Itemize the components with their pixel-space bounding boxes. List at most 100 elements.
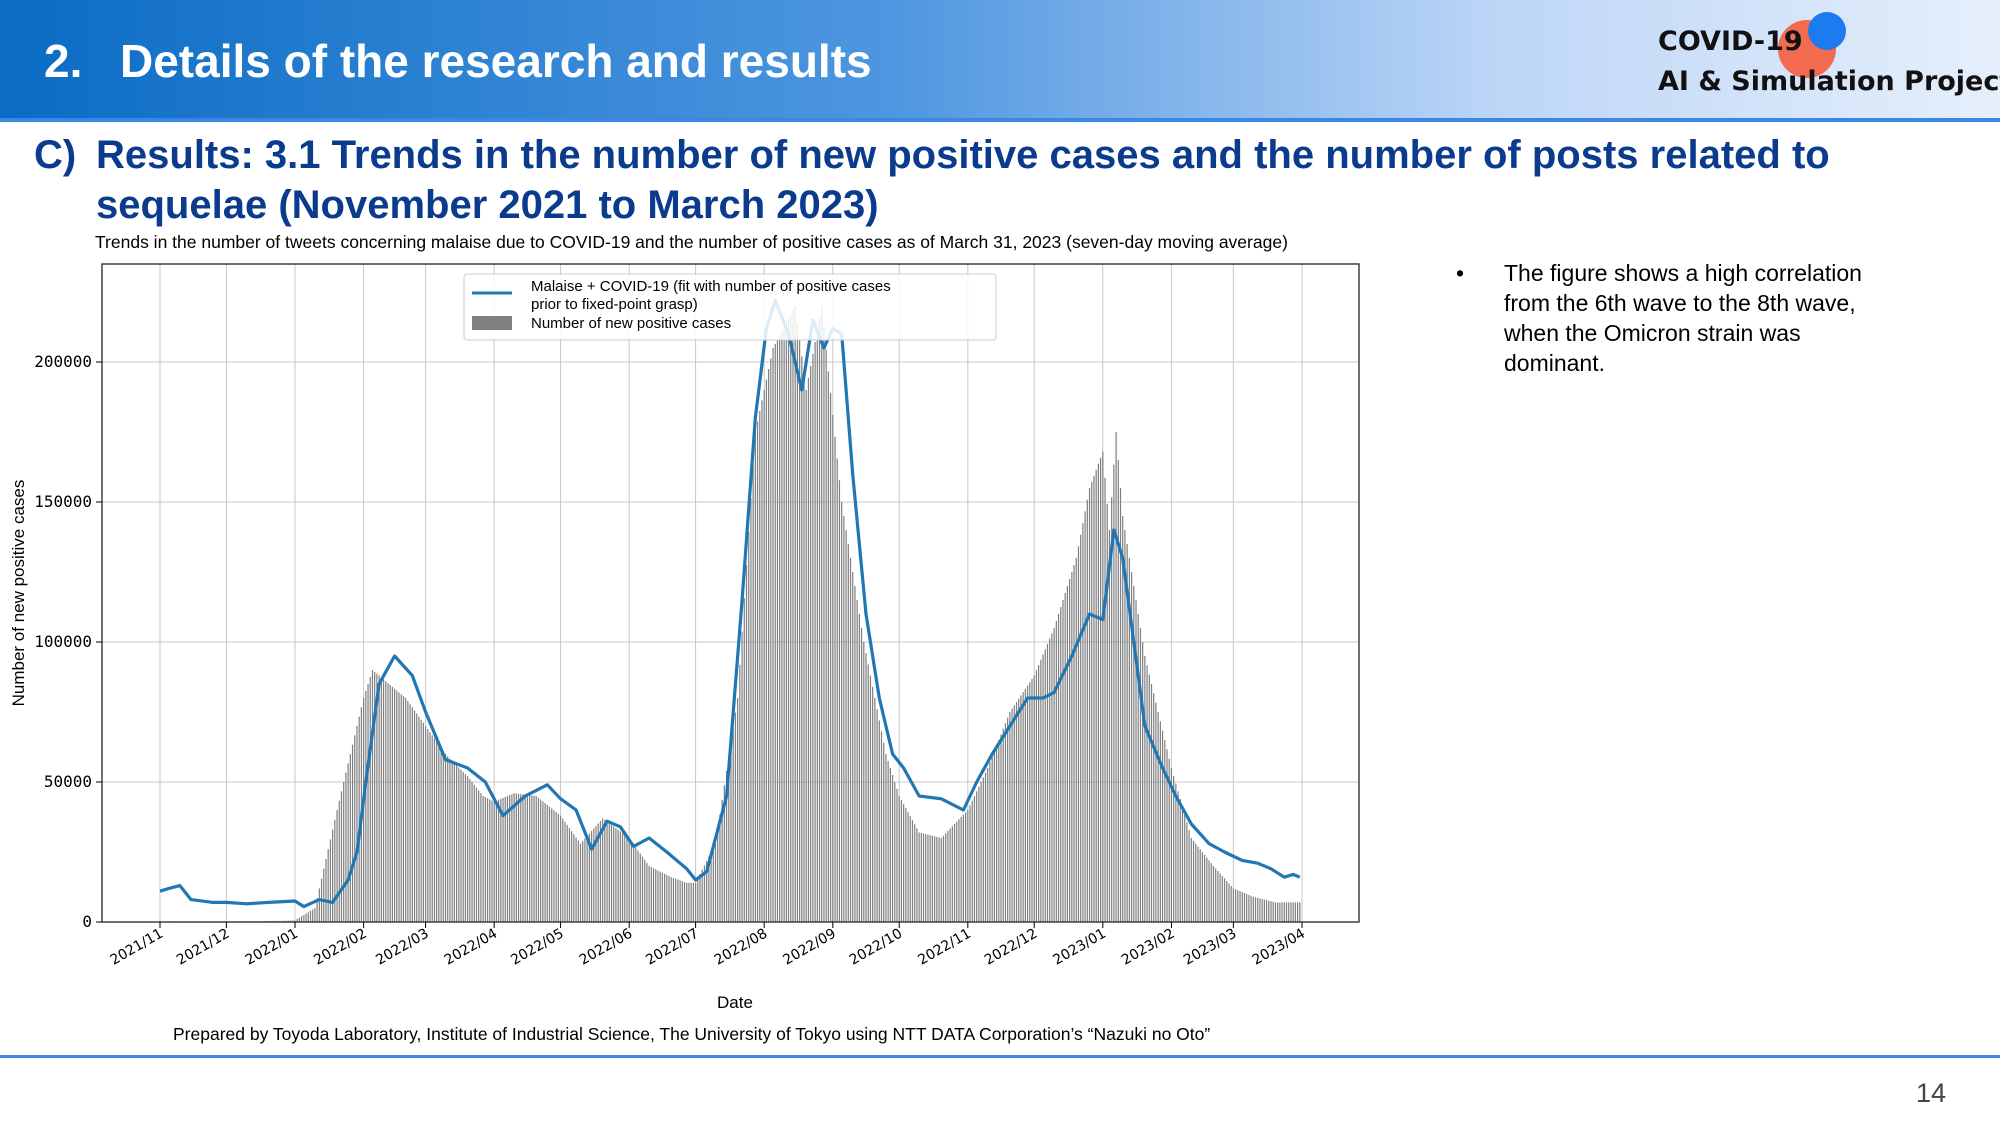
x-tick-label: 2022/11: [915, 926, 973, 969]
bar: [748, 531, 750, 922]
bar: [1272, 901, 1274, 922]
bar: [1186, 822, 1188, 922]
bar: [1033, 675, 1035, 922]
bar: [1013, 705, 1015, 922]
bar: [318, 888, 320, 922]
bar: [555, 812, 557, 922]
bar: [905, 808, 907, 922]
bullet-dot: •: [1456, 260, 1465, 286]
bar: [675, 878, 677, 922]
bar: [914, 824, 916, 922]
bar: [1139, 628, 1142, 922]
bar: [1223, 878, 1226, 922]
bar: [903, 804, 905, 922]
y-tick-label: 0: [82, 912, 92, 931]
bar: [1188, 830, 1190, 922]
bar: [945, 833, 947, 922]
bar: [737, 698, 739, 922]
bar: [938, 837, 940, 922]
bar: [849, 558, 852, 922]
bar: [940, 838, 942, 922]
bar: [796, 322, 799, 922]
bar: [781, 331, 783, 922]
bar: [761, 400, 763, 922]
bar: [1221, 875, 1223, 922]
bar: [413, 710, 416, 922]
bar: [1142, 642, 1144, 922]
bar: [648, 866, 650, 922]
x-tick-label: 2022/05: [508, 926, 566, 969]
bar: [568, 828, 571, 922]
bar: [533, 795, 535, 922]
x-tick-label: 2022/02: [311, 926, 369, 969]
bar: [1042, 654, 1044, 922]
bar: [942, 835, 945, 922]
bar: [664, 873, 666, 922]
bar: [334, 819, 336, 922]
bar: [639, 853, 641, 922]
plot-frame: [101, 263, 1360, 923]
bar: [681, 881, 683, 922]
bar: [316, 898, 318, 922]
x-tick-label: 2022/08: [712, 926, 770, 969]
bar: [635, 847, 637, 922]
page-title: 2. Details of the research and results: [44, 34, 872, 88]
bar: [898, 796, 900, 922]
bar: [1161, 730, 1164, 922]
header-bar: [0, 0, 2000, 118]
bar: [526, 794, 528, 922]
bar: [540, 799, 542, 922]
bar: [750, 498, 752, 922]
bar: [597, 823, 599, 922]
bar: [1212, 866, 1215, 922]
bar: [1210, 863, 1212, 922]
bar: [949, 828, 951, 922]
bar: [803, 373, 805, 922]
bar: [1104, 477, 1106, 922]
bar: [1024, 688, 1026, 922]
bar: [1128, 558, 1130, 922]
bar: [1018, 698, 1020, 922]
bar: [356, 726, 358, 922]
bar: [371, 670, 374, 922]
logo-line-1: COVID-19: [1658, 26, 1803, 57]
bar: [1166, 749, 1168, 922]
bar: [1288, 902, 1290, 922]
bar: [542, 801, 544, 922]
bar: [637, 850, 639, 922]
bar: [1270, 901, 1272, 922]
bar: [447, 756, 449, 922]
bar: [783, 327, 785, 922]
legend-line-label-2: prior to fixed-point grasp): [531, 296, 698, 313]
bar: [633, 844, 635, 922]
bar: [823, 327, 825, 922]
bar: [916, 828, 918, 922]
bar: [1246, 894, 1248, 922]
bar: [327, 849, 329, 922]
bar: [1055, 621, 1057, 922]
bar: [1285, 902, 1288, 922]
bar: [1004, 723, 1007, 922]
logo-line-2: AI & Simulation Project: [1658, 66, 2000, 97]
bar: [1029, 682, 1031, 922]
bar: [610, 824, 613, 922]
x-tick-label: 2022/04: [442, 926, 500, 969]
bar: [1124, 530, 1126, 922]
bar: [1168, 758, 1170, 922]
bar: [1235, 889, 1237, 922]
bar: [438, 744, 440, 922]
bar: [1157, 712, 1159, 922]
bar: [958, 819, 960, 922]
bar: [495, 800, 498, 922]
bar: [504, 796, 506, 922]
bar: [812, 354, 814, 922]
bar: [1135, 600, 1137, 922]
bar: [741, 631, 743, 922]
bar: [887, 761, 889, 922]
bar: [790, 314, 792, 922]
bar: [566, 824, 568, 922]
bar: [841, 502, 843, 922]
bar: [668, 876, 670, 922]
bar: [816, 330, 818, 922]
y-tick-label: 200000: [34, 352, 92, 371]
